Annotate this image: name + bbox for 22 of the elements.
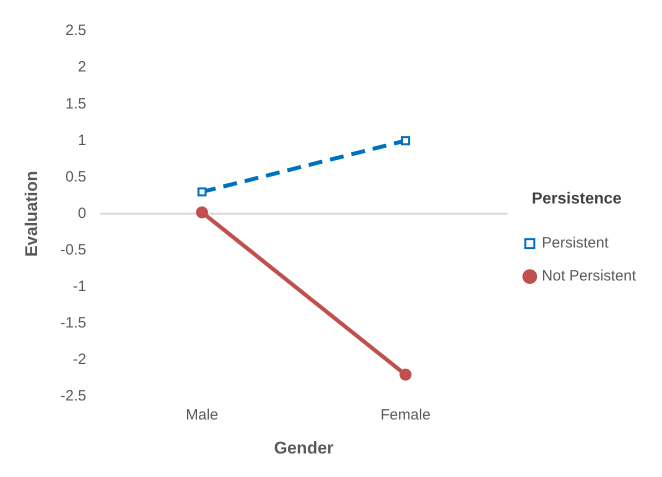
x-tick-label: Female <box>380 406 431 424</box>
y-tick-label: 2.5 <box>65 22 86 40</box>
legend-title: Persistence <box>532 190 622 208</box>
point <box>197 187 207 196</box>
legend-label: Persistent <box>542 234 610 252</box>
point <box>401 136 410 146</box>
y-tick-label: 1 <box>78 132 86 149</box>
y-tick-label: -2.5 <box>60 388 86 405</box>
x-tick-label: Male <box>186 406 218 424</box>
y-tick-label: -0.5 <box>60 242 86 258</box>
y-tick-label: 0 <box>78 204 86 222</box>
y-tick-label: -2 <box>72 351 86 368</box>
x-axis-title: Gender <box>274 438 334 458</box>
legend-label: Not Persistent <box>542 268 637 285</box>
y-axis-title: Evaluation <box>22 170 41 257</box>
y-tick-label: -1 <box>72 278 86 296</box>
y-tick-label: 1.5 <box>65 95 86 112</box>
point <box>196 206 208 218</box>
y-tick-label: -1.5 <box>60 314 86 332</box>
y-tick-label: 0.5 <box>65 168 86 186</box>
point <box>400 368 412 381</box>
y-tick-label: 2 <box>78 58 86 76</box>
